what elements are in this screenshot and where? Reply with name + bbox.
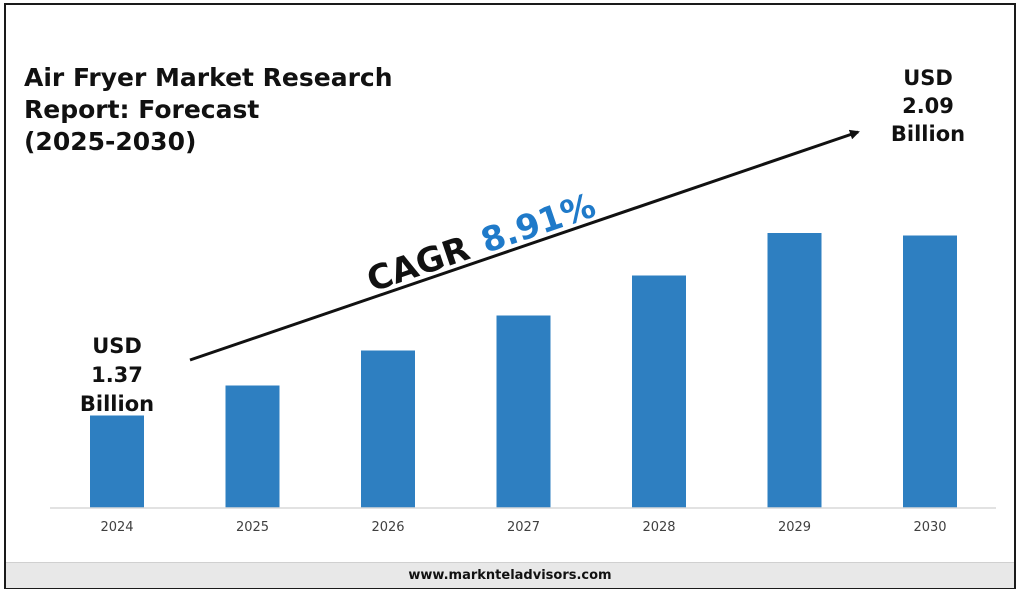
start-annotation-value: 1.37 <box>91 363 143 387</box>
footer-bar: www.marknteladvisors.com <box>6 562 1014 588</box>
x-tick-labels: 2024 2025 2026 2027 2028 2029 2030 <box>100 520 946 535</box>
x-tick-label-2030: 2030 <box>913 520 946 535</box>
bar-2030 <box>903 235 957 508</box>
x-tick-label-2028: 2028 <box>642 520 675 535</box>
x-tick-label-2027: 2027 <box>507 520 540 535</box>
title-line-2: Report: Forecast <box>24 95 260 124</box>
x-tick-label-2024: 2024 <box>100 520 133 535</box>
footer-website: www.marknteladvisors.com <box>408 568 612 583</box>
bar-2029 <box>767 233 822 508</box>
end-annotation-currency: USD <box>903 66 953 90</box>
bar-2024 <box>90 415 144 508</box>
x-tick-label-2025: 2025 <box>236 520 269 535</box>
start-value-annotation: USD 1.37 Billion <box>80 334 154 416</box>
start-annotation-currency: USD <box>92 334 142 358</box>
x-tick-label-2026: 2026 <box>371 520 404 535</box>
bars-group <box>90 233 957 508</box>
x-tick-label-2029: 2029 <box>778 520 811 535</box>
end-value-annotation: USD 2.09 Billion <box>891 66 965 146</box>
chart-frame <box>4 3 1016 589</box>
bar-2028 <box>632 275 686 508</box>
title-line-1: Air Fryer Market Research <box>24 63 393 92</box>
cagr-label: CAGR <box>362 229 475 301</box>
cagr-value: 8.91% <box>476 186 601 262</box>
end-annotation-value: 2.09 <box>902 94 954 118</box>
bar-2025 <box>225 385 280 508</box>
chart-title: Air Fryer Market Research Report: Foreca… <box>24 62 393 158</box>
bar-2026 <box>361 350 415 508</box>
bar-2027 <box>496 315 551 508</box>
title-line-3: (2025-2030) <box>24 127 197 156</box>
start-annotation-unit: Billion <box>80 392 154 416</box>
cagr-text-group: CAGR 8.91% <box>362 186 601 301</box>
end-annotation-unit: Billion <box>891 122 965 146</box>
cagr-arrow <box>189 129 860 362</box>
svg-text:CAGR 8.91%: CAGR 8.91% <box>362 186 601 301</box>
